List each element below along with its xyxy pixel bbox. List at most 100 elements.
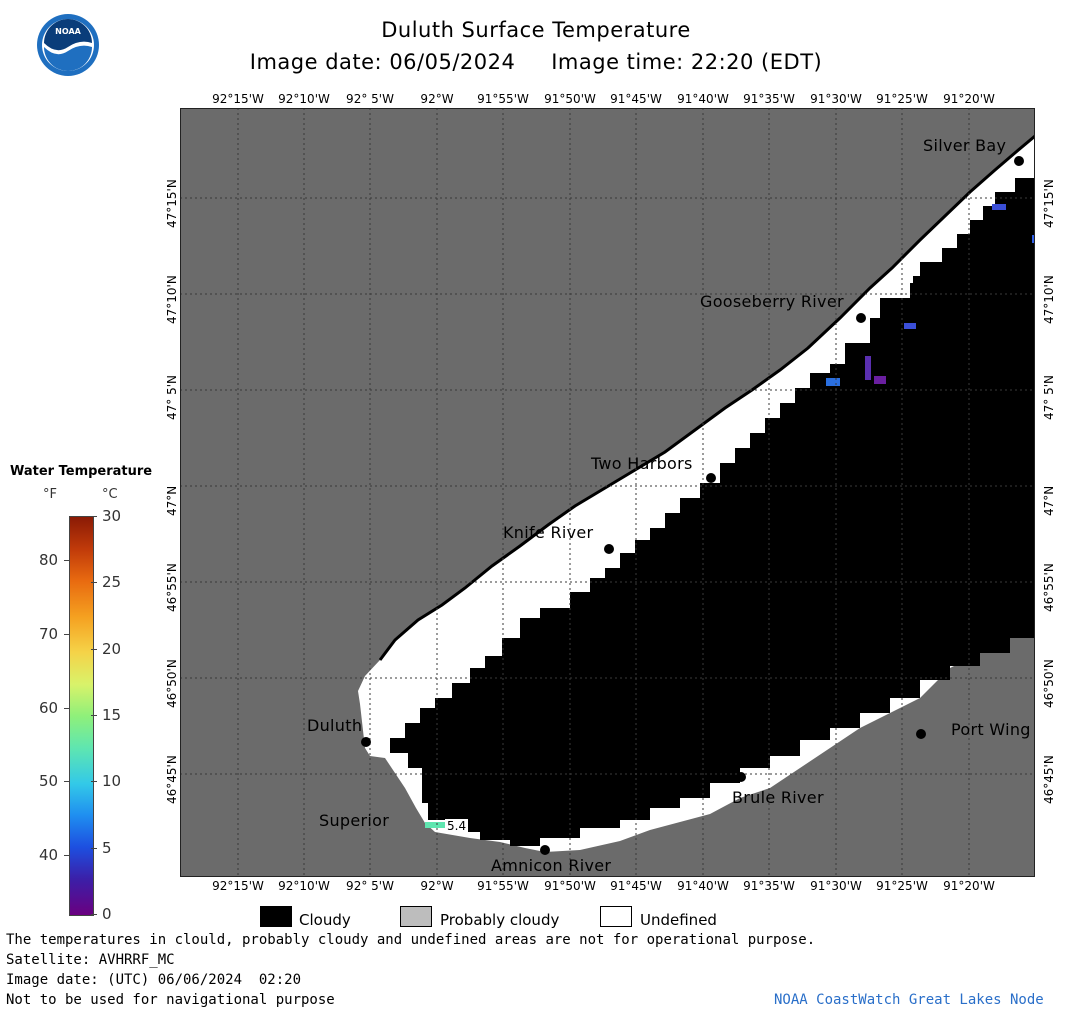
temperature-pixel — [425, 822, 445, 828]
city-marker-brule-river — [736, 772, 746, 782]
colorbar-f-tick: 60 — [39, 698, 59, 717]
colorbar-unit-c: °C — [102, 487, 118, 502]
lon-label-bottom: 92°10'W — [278, 879, 330, 893]
map — [180, 108, 1035, 877]
colorbar-f-tick: 70 — [39, 624, 59, 643]
lon-label-top: 92°15'W — [212, 92, 264, 106]
colorbar-c-tick: 15 — [102, 706, 122, 724]
lat-label-left: 46°45'N — [165, 755, 179, 804]
legend-cloudy-swatch — [260, 906, 292, 927]
colorbar-c-tick: 10 — [102, 772, 122, 791]
temperature-pixel — [874, 376, 886, 384]
colorbar-c-tick: 30 — [102, 507, 122, 525]
lat-label-left: 47°10'N — [165, 275, 179, 324]
colorbar-f-tickmark — [64, 707, 70, 709]
lon-label-bottom: 91°25'W — [876, 879, 928, 893]
label-gooseberry-river: Gooseberry River — [700, 292, 844, 311]
image-date-line: Image date: 06/05/2024 Image time: 22:20… — [249, 50, 823, 74]
legend-probably-cloudy-label: Probably cloudy — [440, 911, 560, 929]
satellite-text: Satellite: AVHRRF_MC — [6, 952, 175, 968]
lake-cloudy-area — [390, 178, 1035, 846]
label-silver-bay: Silver Bay — [923, 136, 1007, 155]
disclaimer-text: The temperatures in clould, probably clo… — [6, 932, 816, 948]
logo-text: NOAA — [55, 27, 81, 36]
colorbar-c-tickmark — [91, 847, 97, 849]
lon-label-top: 91°45'W — [610, 92, 662, 106]
lon-label-bottom: 91°35'W — [743, 879, 795, 893]
lon-label-bottom: 91°50'W — [544, 879, 596, 893]
colorbar-f-tick: 50 — [39, 772, 59, 791]
colorbar-title: Water Temperature — [10, 464, 153, 479]
lat-label-right: 46°50'N — [1042, 659, 1056, 708]
colorbar-f-tickmark — [64, 633, 70, 635]
colorbar-unit-f: °F — [43, 487, 57, 502]
colorbar-f-tick: 40 — [39, 846, 59, 865]
lon-label-top: 92°10'W — [278, 92, 330, 106]
lon-label-top: 92°W — [420, 92, 454, 106]
colorbar-c-tickmark — [91, 715, 97, 716]
colorbar-c-tickmark — [91, 648, 97, 650]
lon-label-top: 92° 5'W — [346, 92, 394, 106]
temperature-readout: 5.4 — [445, 819, 469, 833]
city-marker-amnicon-river — [540, 845, 550, 855]
label-amnicon-river: Amnicon River — [491, 856, 612, 875]
label-superior: Superior — [319, 811, 390, 830]
map-overlay — [180, 108, 1035, 877]
colorbar-c-tickmark — [91, 914, 97, 915]
lat-label-right: 47°10'N — [1042, 275, 1056, 324]
lat-label-left: 47°15'N — [165, 179, 179, 228]
colorbar-c-tick: 5 — [102, 838, 112, 857]
label-brule-river: Brule River — [732, 788, 824, 807]
lat-label-right: 47°N — [1042, 485, 1056, 516]
temperature-pixel — [826, 378, 840, 386]
lat-label-right: 47°15'N — [1042, 179, 1056, 228]
credit-link[interactable]: NOAA CoastWatch Great Lakes Node — [774, 992, 1044, 1008]
lon-label-top: 91°30'W — [810, 92, 862, 106]
colorbar — [69, 516, 94, 916]
lat-label-right: 47° 5'N — [1042, 375, 1056, 420]
city-marker-duluth — [361, 737, 371, 747]
city-marker-silver-bay — [1014, 156, 1024, 166]
colorbar-c-tick: 20 — [102, 639, 122, 658]
legend-undefined-label: Undefined — [640, 911, 717, 929]
city-marker-knife-river — [604, 544, 614, 554]
lon-label-top: 91°50'W — [544, 92, 596, 106]
noaa-logo: NOAA — [37, 14, 99, 76]
lon-label-bottom: 92°15'W — [212, 879, 264, 893]
lon-label-bottom: 91°55'W — [477, 879, 529, 893]
colorbar-c-tickmark — [91, 516, 97, 517]
lon-label-bottom: 92° 5'W — [346, 879, 394, 893]
label-two-harbors: Two Harbors — [591, 454, 693, 473]
temperature-pixel — [904, 323, 916, 329]
lon-label-top: 91°55'W — [477, 92, 529, 106]
city-marker-two-harbors — [706, 473, 716, 483]
lon-label-bottom: 91°20'W — [943, 879, 995, 893]
temperature-pixel — [992, 204, 1006, 210]
colorbar-c-tickmark — [91, 582, 97, 584]
lat-label-left: 46°50'N — [165, 659, 179, 708]
legend-undefined-swatch — [600, 906, 632, 927]
label-port-wing: Port Wing — [951, 720, 1031, 739]
lon-label-top: 91°25'W — [876, 92, 928, 106]
label-duluth: Duluth — [307, 716, 363, 735]
lon-label-bottom: 91°45'W — [610, 879, 662, 893]
colorbar-c-tickmark — [91, 781, 97, 783]
lat-label-left: 47°N — [165, 485, 179, 516]
city-marker-gooseberry-river — [856, 313, 866, 323]
colorbar-f-tick: 80 — [39, 551, 59, 570]
legend-probably-cloudy-swatch — [400, 906, 432, 927]
utc-date-text: Image date: (UTC) 06/06/2024 02:20 — [6, 972, 302, 988]
lat-label-right: 46°45'N — [1042, 755, 1056, 804]
lon-label-top: 91°35'W — [743, 92, 795, 106]
colorbar-c-tick: 25 — [102, 573, 122, 592]
city-marker-port-wing — [916, 729, 926, 739]
lon-label-top: 91°40'W — [677, 92, 729, 106]
lon-label-bottom: 91°40'W — [677, 879, 729, 893]
legend-cloudy-label: Cloudy — [299, 911, 351, 929]
lat-label-left: 46°55'N — [165, 563, 179, 612]
north-shoreline — [378, 134, 1035, 661]
page-title: Duluth Surface Temperature — [381, 18, 691, 42]
lon-label-bottom: 91°30'W — [810, 879, 862, 893]
lat-label-left: 47° 5'N — [165, 375, 179, 420]
colorbar-c-tick: 0 — [102, 905, 112, 923]
